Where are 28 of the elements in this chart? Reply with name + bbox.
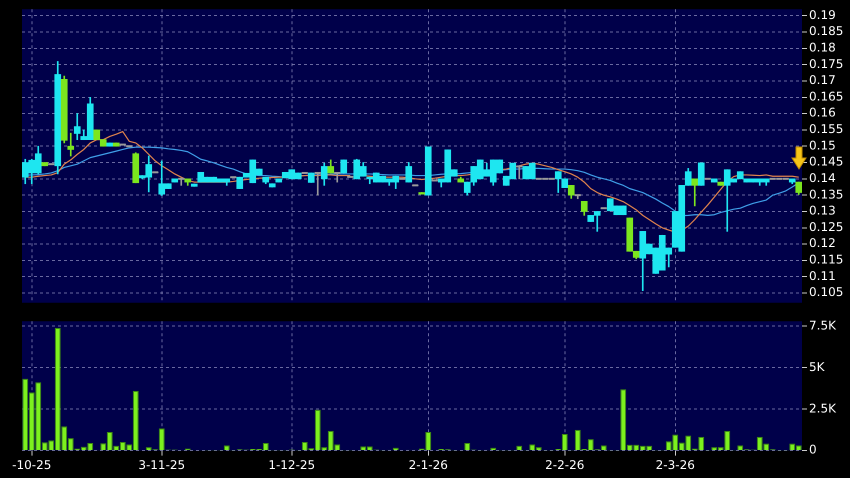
y-tick-label: 7.5K — [809, 318, 838, 332]
y-tick-label: 0.105 — [809, 285, 844, 300]
y-tick-label: 0.13 — [809, 204, 836, 218]
x-tick-label: 1-12-25 — [268, 458, 316, 472]
x-tick-label: 2-1-26 — [408, 458, 448, 472]
y-tick-label: 5K — [809, 360, 826, 374]
y-tick-label: 0.19 — [809, 8, 836, 22]
y-tick-label: 0.16 — [809, 106, 836, 120]
x-tick-label: 2-2-26 — [545, 458, 584, 472]
y-tick-label: 0.115 — [809, 252, 844, 267]
y-tick-label: 0.135 — [809, 187, 844, 202]
y-tick-label: 0.15 — [809, 138, 836, 152]
y-tick-label: 0.155 — [809, 122, 844, 136]
y-tick-label: 0.125 — [809, 220, 844, 234]
x-tick-label: 2-3-26 — [656, 458, 695, 472]
y-tick-label: 0.12 — [809, 236, 836, 250]
y-tick-label: 0.17 — [809, 73, 836, 88]
y-tick-label: 0.11 — [809, 268, 836, 283]
y-tick-label: 0.165 — [809, 89, 844, 104]
y-tick-label: 0.145 — [809, 154, 844, 169]
x-tick-label: 3-11-25 — [138, 458, 186, 472]
y-tick-label: 0 — [809, 442, 817, 457]
y-tick-label: 0.18 — [809, 40, 836, 54]
x-tick-label: -10-25 — [12, 458, 52, 472]
y-tick-label: 0.175 — [809, 56, 844, 71]
y-tick-label: 0.185 — [809, 24, 844, 38]
y-tick-label: 2.5K — [809, 401, 838, 416]
y-tick-label: 0.14 — [809, 170, 836, 185]
